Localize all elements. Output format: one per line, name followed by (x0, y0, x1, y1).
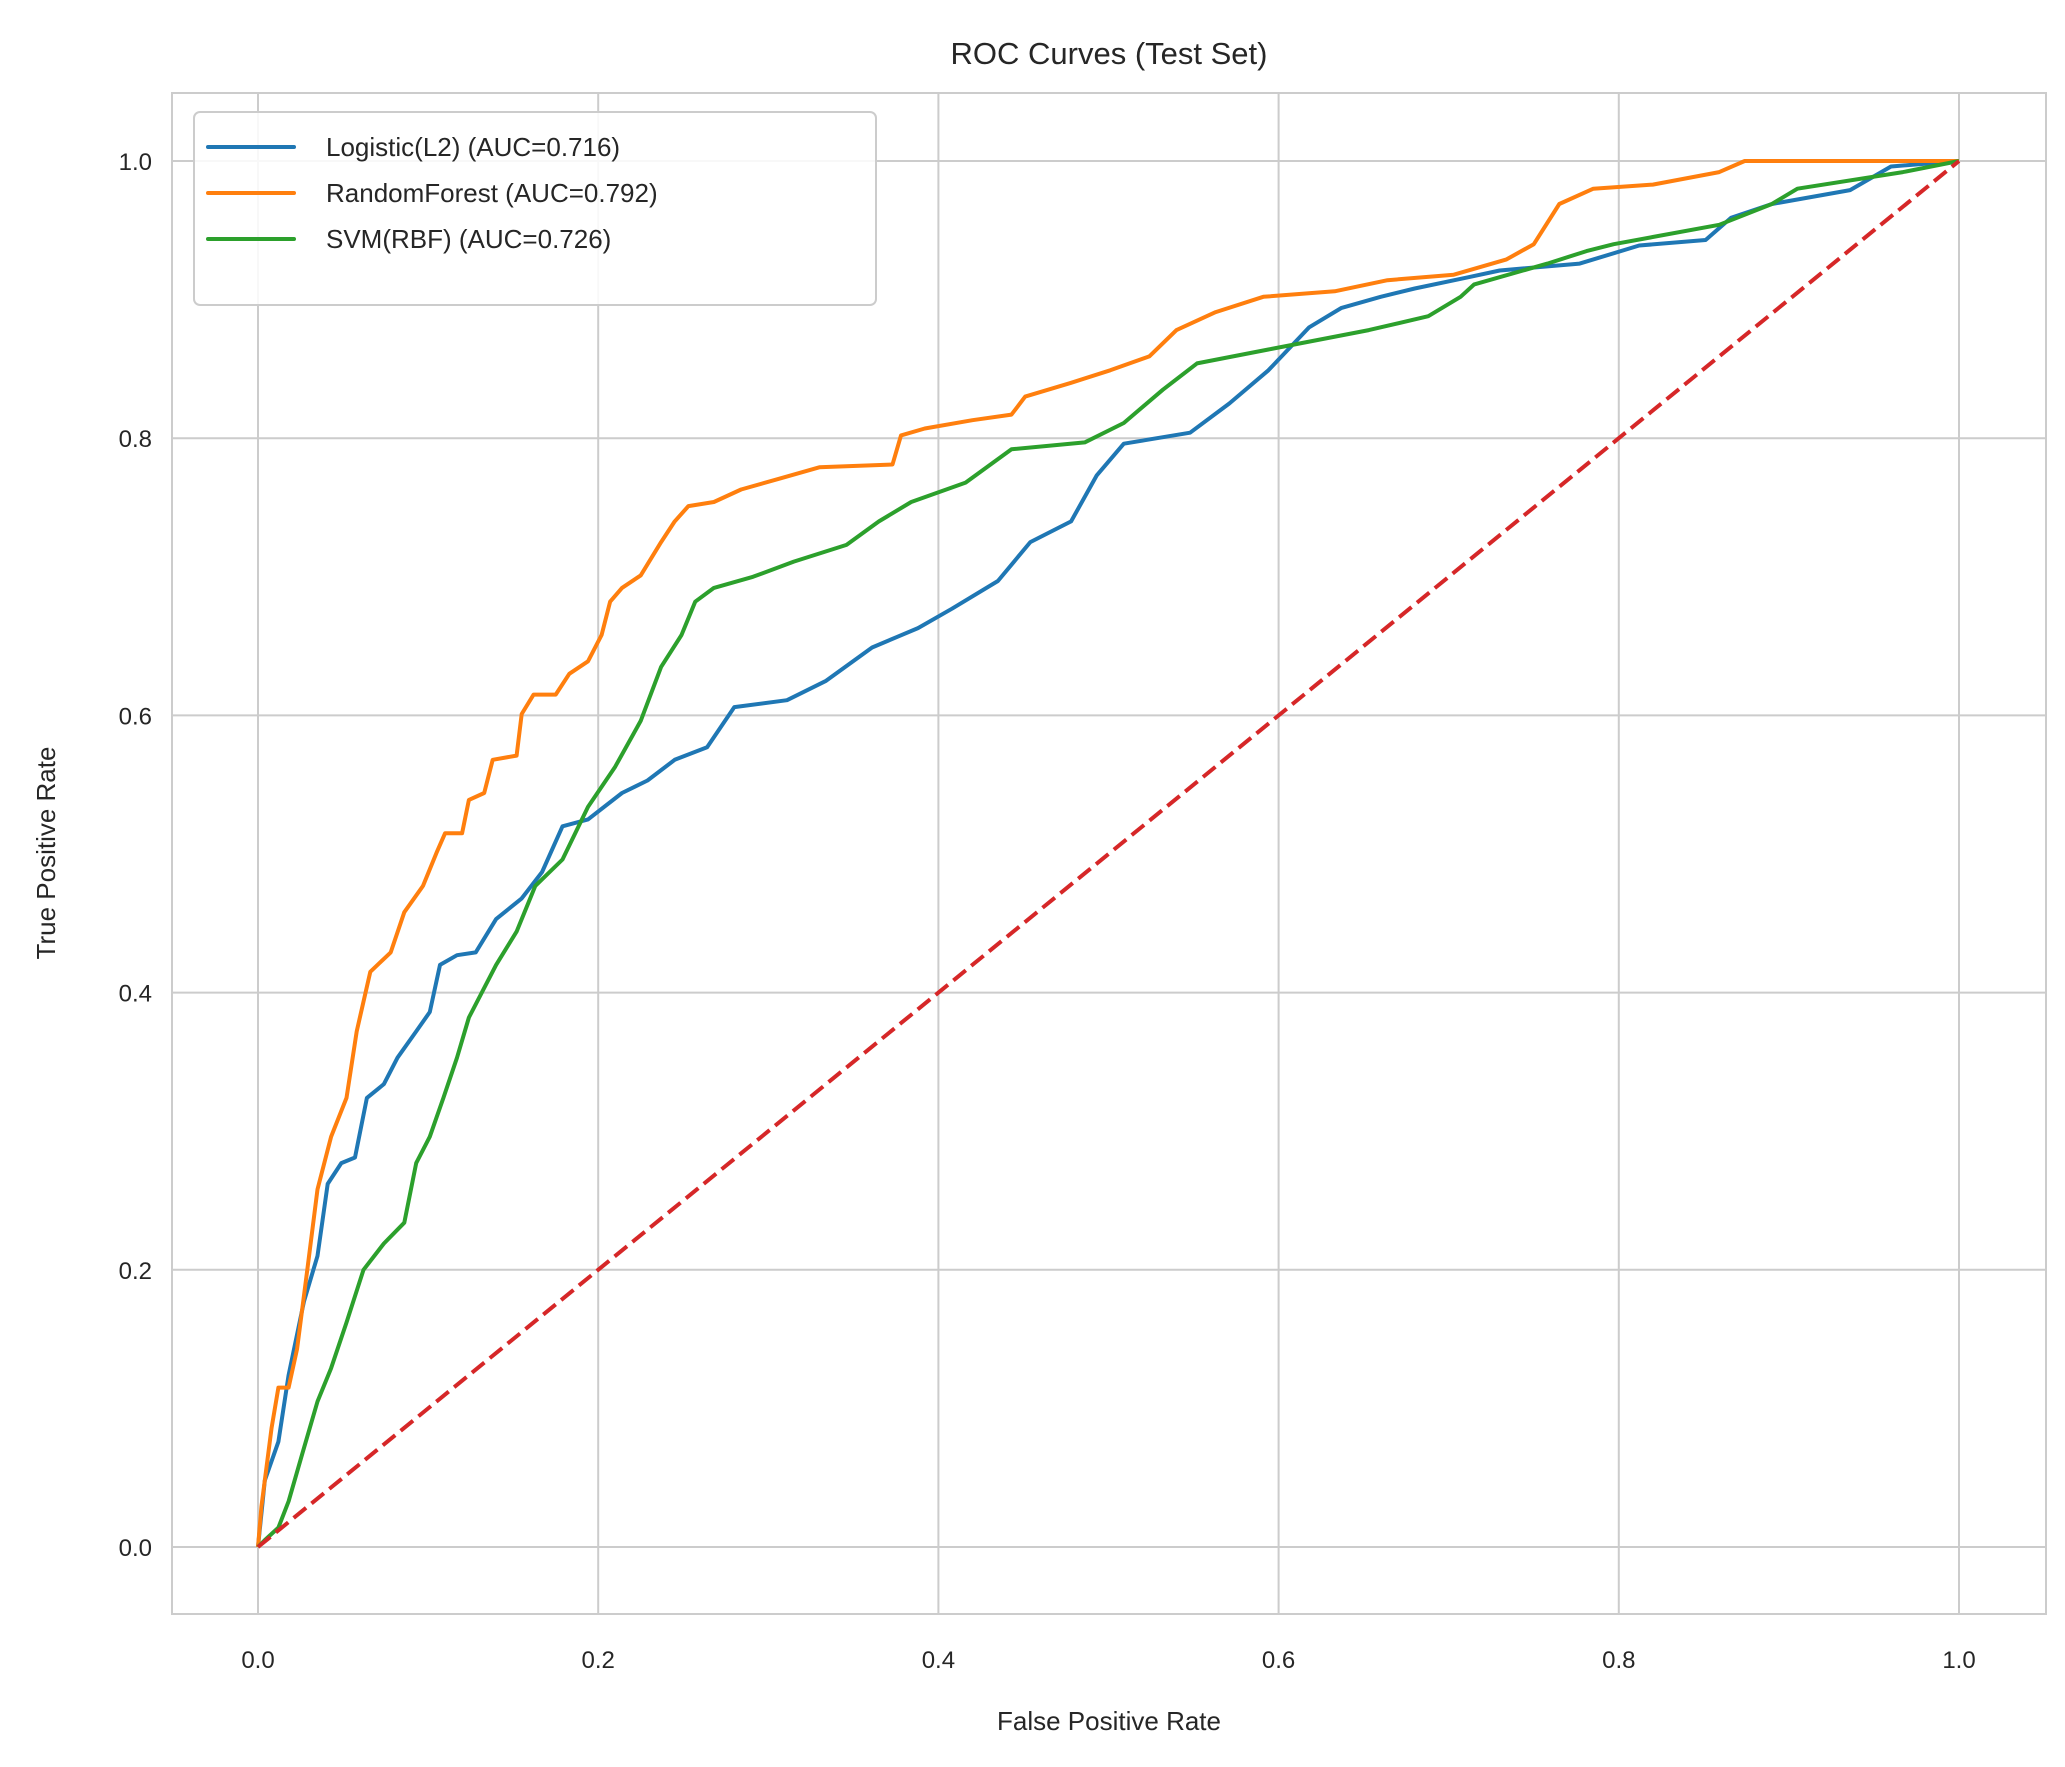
x-tick-label: 0.0 (241, 1647, 274, 1674)
legend-box (193, 111, 877, 306)
x-axis-label: False Positive Rate (997, 1706, 1221, 1736)
series-line-logistic (256, 159, 1960, 1548)
legend-label: Logistic(L2) (AUC=0.716) (326, 132, 620, 162)
grid (172, 93, 2046, 1614)
chart-title: ROC Curves (Test Set) (951, 36, 1268, 71)
x-tick-label: 0.2 (582, 1647, 615, 1674)
series-line-svm (256, 159, 1960, 1549)
x-tick-label: 0.4 (922, 1647, 955, 1674)
series-lines (256, 159, 1961, 1549)
legend-label: RandomForest (AUC=0.792) (326, 178, 658, 208)
x-tick-label: 0.6 (1262, 1647, 1295, 1674)
series-line-randomforest (256, 159, 1959, 1548)
chance-diagonal-line (256, 159, 1961, 1549)
y-tick-label: 0.2 (119, 1258, 152, 1285)
y-tick-label: 0.4 (119, 981, 152, 1008)
legend-label: SVM(RBF) (AUC=0.726) (326, 224, 611, 254)
y-axis-label: True Positive Rate (31, 747, 61, 960)
axes-frame (171, 92, 2047, 1615)
y-tick-label: 0.0 (119, 1535, 152, 1562)
tick-labels: 0.0 0.2 0.4 0.6 0.8 1.0 0.0 0.2 0.4 0.6 0.8 1.0 (119, 149, 1976, 1674)
x-tick-label: 0.8 (1602, 1647, 1635, 1674)
y-tick-label: 0.8 (119, 426, 152, 453)
legend: Logistic(L2) (AUC=0.716) RandomForest (AU… (193, 111, 877, 306)
y-tick-label: 1.0 (119, 149, 152, 176)
y-tick-label: 0.6 (119, 703, 152, 730)
x-tick-label: 1.0 (1942, 1647, 1975, 1674)
